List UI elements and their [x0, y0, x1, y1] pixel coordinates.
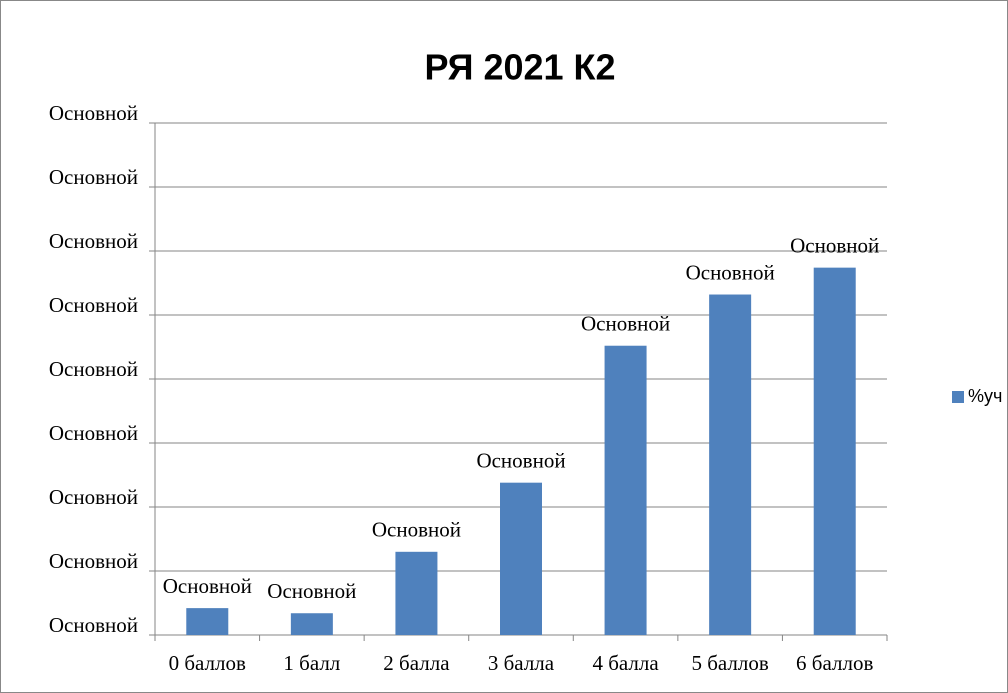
bar [604, 345, 647, 635]
y-tick-label: Основной [49, 293, 138, 317]
data-label: Основной [163, 574, 252, 598]
x-tick-label: 0 баллов [169, 651, 246, 675]
bar [290, 613, 333, 635]
x-tick-label: 3 балла [488, 651, 555, 675]
data-label: Основной [686, 260, 775, 284]
y-tick-label: Основной [49, 357, 138, 381]
y-tick-label: Основной [49, 101, 138, 125]
x-tick-label: 4 балла [592, 651, 659, 675]
chart-title: РЯ 2021 К2 [424, 47, 615, 88]
bar [813, 267, 856, 635]
y-tick-label: Основной [49, 421, 138, 445]
data-label: Основной [476, 448, 565, 472]
bar [395, 551, 438, 635]
data-label: Основной [372, 518, 461, 542]
y-tick-label: Основной [49, 229, 138, 253]
data-label: Основной [267, 579, 356, 603]
y-tick-label: Основной [49, 165, 138, 189]
legend-swatch [952, 391, 964, 403]
data-label: Основной [581, 312, 670, 336]
bar [500, 482, 542, 635]
data-label: Основной [790, 233, 879, 257]
legend-label: %уч [968, 386, 1002, 406]
x-tick-label: 2 балла [383, 651, 450, 675]
x-tick-label: 5 баллов [691, 651, 768, 675]
bar [186, 608, 229, 635]
bar [709, 294, 752, 635]
x-tick-label: 1 балл [283, 651, 340, 675]
y-tick-label: Основной [49, 549, 138, 573]
y-tick-label: Основной [49, 613, 138, 637]
x-tick-label: 6 баллов [796, 651, 873, 675]
y-tick-label: Основной [49, 485, 138, 509]
